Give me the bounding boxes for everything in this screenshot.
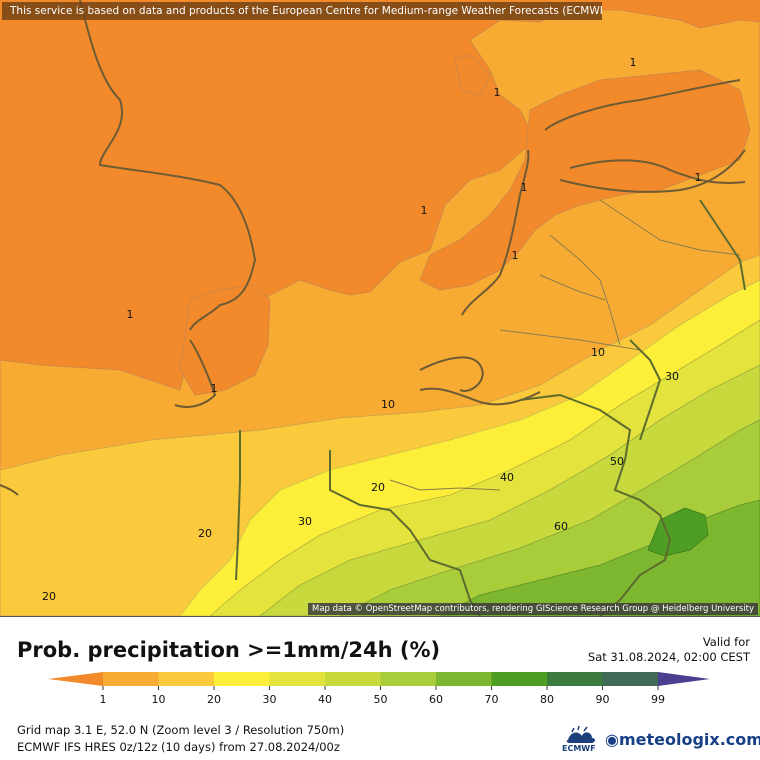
legend-tick-label: 10 bbox=[152, 693, 166, 706]
ecmwf-logo[interactable] bbox=[560, 726, 600, 756]
contour-label: 1 bbox=[695, 171, 702, 184]
legend-swatch bbox=[491, 672, 547, 686]
contour-label: 30 bbox=[665, 370, 679, 383]
legend-tick-labels: 1 10 20 30 40 50 60 70 80 90 99 bbox=[100, 693, 666, 706]
legend-swatch bbox=[325, 672, 381, 686]
legend-tick-label: 50 bbox=[374, 693, 388, 706]
prob-band-0-blob-east bbox=[419, 69, 751, 291]
contour-label: 50 bbox=[610, 455, 624, 468]
valid-time: Sat 31.08.2024, 02:00 CEST bbox=[587, 650, 750, 664]
contour-label: 1 bbox=[494, 86, 501, 99]
contour-label: 40 bbox=[500, 471, 514, 484]
contour-label: 1 bbox=[127, 308, 134, 321]
valid-label: Valid for bbox=[702, 635, 750, 649]
legend-swatches bbox=[48, 672, 710, 690]
legend-swatch bbox=[658, 672, 710, 686]
contour-label: 10 bbox=[381, 398, 395, 411]
contour-label: 1 bbox=[521, 181, 528, 194]
legend-swatch bbox=[380, 672, 436, 686]
valid-time-block: Valid for Sat 31.08.2024, 02:00 CEST bbox=[588, 635, 750, 665]
legend-swatch bbox=[436, 672, 492, 686]
contour-label: 1 bbox=[512, 249, 519, 262]
legend-tick-label: 90 bbox=[596, 693, 610, 706]
legend-tick-label: 70 bbox=[485, 693, 499, 706]
legend-swatch bbox=[269, 672, 325, 686]
legend-tick-label: 80 bbox=[540, 693, 554, 706]
contour-label: 1 bbox=[630, 56, 637, 69]
legend-swatch bbox=[48, 672, 103, 686]
legend-tick-label: 60 bbox=[429, 693, 443, 706]
contour-label: 20 bbox=[198, 527, 212, 540]
contour-labels: 1 1 1 1 1 1 1 1 10 10 20 20 20 30 30 40 … bbox=[42, 56, 702, 603]
map-canvas: 1 1 1 1 1 1 1 1 10 10 20 20 20 30 30 40 … bbox=[0, 0, 760, 616]
contour-label: 30 bbox=[298, 515, 312, 528]
legend-swatch bbox=[602, 672, 658, 686]
grid-info: Grid map 3.1 E, 52.0 N (Zoom level 3 / R… bbox=[17, 723, 345, 737]
region-borders bbox=[389, 199, 741, 491]
legend-tick-label: 20 bbox=[207, 693, 221, 706]
prob-band-0-blob-north bbox=[454, 54, 491, 96]
chart-title: Prob. precipitation >=1mm/24h (%) bbox=[17, 638, 441, 662]
meteologix-icon: ◉ bbox=[605, 730, 619, 749]
map-attribution[interactable]: Map data © OpenStreetMap contributors, r… bbox=[308, 603, 758, 615]
ecmwf-logo-text: ECMWF bbox=[562, 744, 596, 753]
legend-tick-label: 99 bbox=[651, 693, 665, 706]
contour-label: 10 bbox=[591, 346, 605, 359]
legend-swatch bbox=[103, 672, 159, 686]
meteologix-brand[interactable]: ◉meteologix.com bbox=[605, 730, 760, 749]
legend-swatch bbox=[214, 672, 270, 686]
legend-tick-label: 1 bbox=[100, 693, 107, 706]
legend-swatch bbox=[547, 672, 603, 686]
country-borders bbox=[235, 199, 746, 616]
contour-label: 60 bbox=[554, 520, 568, 533]
contour-label: 20 bbox=[371, 481, 385, 494]
contour-label: 1 bbox=[211, 382, 218, 395]
brand-name: meteologix.com bbox=[618, 730, 760, 749]
contour-label: 1 bbox=[421, 204, 428, 217]
color-legend: 1 10 20 30 40 50 60 70 80 90 99 bbox=[48, 672, 710, 706]
contour-label: 20 bbox=[42, 590, 56, 603]
model-info: ECMWF IFS HRES 0z/12z (10 days) from 27.… bbox=[17, 740, 340, 754]
forecast-map[interactable]: 1 1 1 1 1 1 1 1 10 10 20 20 20 30 30 40 … bbox=[0, 0, 760, 617]
ecmwf-notice-banner: This service is based on data and produc… bbox=[2, 2, 602, 20]
legend-tick-label: 30 bbox=[263, 693, 277, 706]
legend-swatch bbox=[158, 672, 214, 686]
legend-tick-label: 40 bbox=[318, 693, 332, 706]
coastline-lines bbox=[0, 0, 746, 496]
prob-band-0-blob-west bbox=[179, 284, 271, 396]
